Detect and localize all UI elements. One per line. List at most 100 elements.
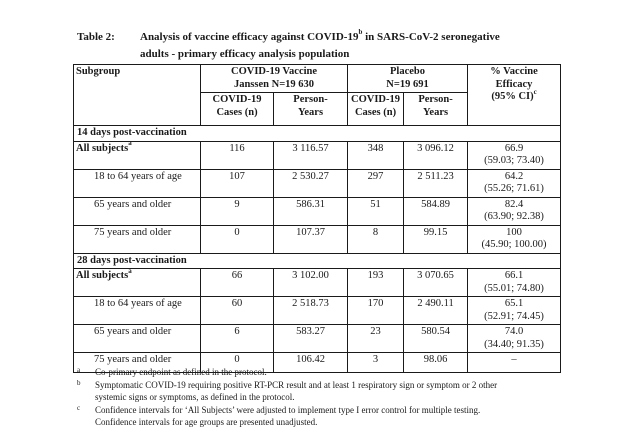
footnote-text-a: Co-primary endpoint as defined in the pr…	[95, 366, 582, 379]
header-cell-vaccine-efficacy: % Vaccine Efficacy (95% CI)c	[467, 64, 562, 126]
cell-vaccine-efficacy: 66.1 (55.01; 74.80)	[467, 268, 562, 297]
header-cell-placebo-group: Placebo N=19 691	[347, 64, 469, 93]
ve-ci: (63.90; 92.38)	[484, 211, 544, 222]
cell-person-years-placebo: 98.06	[403, 352, 469, 373]
placebo-group-line2: N=19 691	[386, 78, 429, 90]
header-subcolumn-row: COVID-19 Cases (n) Person- Years COVID-1…	[74, 92, 561, 126]
ve-ci: (45.90; 100.00)	[481, 239, 547, 250]
cell-vaccine-efficacy: –	[467, 352, 562, 373]
ve-ci: (55.26; 71.61)	[484, 183, 544, 194]
section-label: 28 days post-vaccination	[72, 252, 562, 269]
cell-cases-vaccine: 66	[200, 268, 274, 297]
cell-cases-placebo: 51	[347, 196, 405, 226]
subgroup-label: All subjects	[76, 142, 129, 154]
section-row-14-days: 14 days post-vaccination	[72, 125, 562, 142]
cell-cases-vaccine: 60	[200, 296, 274, 325]
py-vaccine-line1: Person-	[293, 94, 328, 105]
cell-vaccine-efficacy: 64.2 (55.26; 71.61)	[467, 168, 562, 198]
table-row-65-older-28d: 65 years and older 6 583.27 23 580.54 74…	[73, 324, 562, 353]
ve-value: 66.9	[504, 142, 524, 154]
py-vaccine-line2: Years	[297, 106, 324, 118]
table-title-label: Table 2:	[77, 31, 115, 43]
cases-placebo-line1: COVID-19	[351, 94, 401, 105]
ve-value: 64.2	[504, 170, 524, 182]
cell-vaccine-efficacy: 100 (45.90; 100.00)	[467, 224, 562, 254]
cell-person-years-placebo: 2 511.23	[403, 168, 469, 198]
footnote-text-b: Symptomatic COVID-19 requiring positive …	[95, 379, 582, 404]
footnote-ref-c: c	[533, 87, 537, 96]
vaccine-group-line2: Janssen N=19 630	[233, 78, 315, 90]
cell-subgroup: 75 years and older	[73, 224, 201, 254]
cell-subgroup: 18 to 64 years of age	[73, 296, 201, 325]
header-cell-person-years-vaccine: Person- Years	[272, 92, 349, 126]
title-footnote-ref-b: b	[358, 28, 363, 37]
table-row-18-64-14d: 18 to 64 years of age 107 2 530.27 297 2…	[73, 168, 562, 198]
table-title: Table 2: Analysis of vaccine efficacy ag…	[77, 29, 580, 63]
cell-person-years-vaccine: 2 530.27	[272, 168, 349, 198]
title-line1-post: in SARS-CoV-2 seronegative	[362, 31, 500, 43]
ve-ci: (52.91; 74.45)	[484, 310, 544, 322]
efficacy-ci-label: (95% CI)	[491, 91, 534, 102]
table-row-75-older-28d: 75 years and older 0 106.42 3 98.06 –	[73, 352, 562, 373]
header-cell-person-years-placebo: Person- Years	[403, 92, 469, 126]
footnote-marker-b: b	[77, 378, 81, 387]
header-group-row: Subgroup COVID-19 Vaccine Janssen N=19 6…	[73, 64, 562, 126]
ve-value: 82.4	[504, 198, 524, 210]
table-row-all-subjects-28d: All subjectsa 66 3 102.00 193 3 070.65 6…	[73, 267, 562, 297]
cell-subgroup: 65 years and older	[73, 196, 201, 226]
ve-value: 100	[506, 226, 522, 238]
cell-person-years-placebo: 2 490.11	[403, 296, 469, 325]
footnote-c: c Confidence intervals for ‘All Subjects…	[77, 404, 582, 429]
header-cell-cases-placebo: COVID-19 Cases (n)	[347, 92, 405, 126]
ve-value: 66.1	[504, 270, 524, 281]
cell-person-years-vaccine: 3 116.57	[272, 140, 349, 170]
table-row-75-older-14d: 75 years and older 0 107.37 8 99.15 100 …	[73, 224, 562, 254]
cell-person-years-vaccine: 3 102.00	[272, 268, 349, 297]
cell-subgroup: 75 years and older	[73, 352, 201, 373]
efficacy-header-line2: Efficacy	[495, 78, 533, 90]
cell-person-years-placebo: 584.89	[403, 196, 469, 226]
cell-person-years-vaccine: 583.27	[272, 324, 349, 353]
cell-person-years-placebo: 99.15	[403, 224, 469, 254]
footnotes: a Co-primary endpoint as defined in the …	[77, 366, 582, 429]
cell-cases-vaccine: 0	[200, 224, 274, 254]
footnote-a-line1: Co-primary endpoint as defined in the pr…	[95, 367, 267, 377]
placebo-group-line1: Placebo	[390, 66, 426, 77]
efficacy-table: Subgroup COVID-19 Vaccine Janssen N=19 6…	[72, 64, 562, 373]
cell-subgroup: All subjectsa	[73, 267, 201, 297]
section-row-28-days: 28 days post-vaccination	[72, 252, 562, 269]
cell-person-years-vaccine: 107.37	[272, 224, 349, 254]
footnote-text-c: Confidence intervals for ‘All Subjects’ …	[95, 404, 582, 429]
ve-ci: (34.40; 91.35)	[484, 338, 544, 350]
ve-value: 74.0	[504, 326, 524, 337]
header-cell-cases-vaccine: COVID-19 Cases (n)	[200, 92, 274, 126]
cases-placebo-line2: Cases (n)	[354, 106, 397, 118]
cell-cases-placebo: 23	[347, 324, 405, 353]
cell-person-years-vaccine: 106.42	[272, 352, 349, 373]
footnote-ref-a: a	[128, 139, 132, 147]
cell-cases-vaccine: 0	[200, 352, 274, 373]
efficacy-header-line3: (95% CI)c	[470, 87, 558, 104]
footnote-marker-a: a	[77, 366, 81, 374]
title-line1-pre: Analysis of vaccine efficacy against COV…	[140, 31, 359, 43]
cell-person-years-placebo: 3 096.12	[403, 140, 469, 170]
header-cell-vaccine-group: COVID-19 Vaccine Janssen N=19 630	[199, 64, 349, 93]
cell-cases-vaccine: 116	[200, 140, 274, 170]
efficacy-header-line1: % Vaccine	[490, 66, 538, 77]
cell-cases-placebo: 8	[347, 224, 405, 254]
ve-value: 65.1	[504, 298, 524, 309]
table-row-all-subjects-14d: All subjectsa 116 3 116.57 348 3 096.12 …	[73, 139, 562, 170]
footnote-b-line1: Symptomatic COVID-19 requiring positive …	[95, 379, 498, 390]
cell-cases-vaccine: 9	[200, 196, 274, 226]
cell-vaccine-efficacy: 82.4 (63.90; 92.38)	[467, 196, 562, 226]
footnote-c-line2: Confidence intervals for age groups are …	[95, 417, 318, 427]
py-placebo-line1: Person-	[418, 94, 453, 105]
table-row-65-older-14d: 65 years and older 9 586.31 51 584.89 82…	[73, 196, 562, 226]
cell-cases-placebo: 348	[347, 140, 405, 170]
footnote-c-line1: Confidence intervals for ‘All Subjects’ …	[95, 404, 481, 415]
table-title-text: Analysis of vaccine efficacy against COV…	[140, 29, 580, 63]
ve-ci: (59.03; 73.40)	[484, 155, 544, 166]
cell-person-years-vaccine: 2 518.73	[272, 296, 349, 325]
vaccine-group-line1: COVID-19 Vaccine	[230, 66, 318, 77]
cases-vaccine-line1: COVID-19	[212, 94, 262, 105]
